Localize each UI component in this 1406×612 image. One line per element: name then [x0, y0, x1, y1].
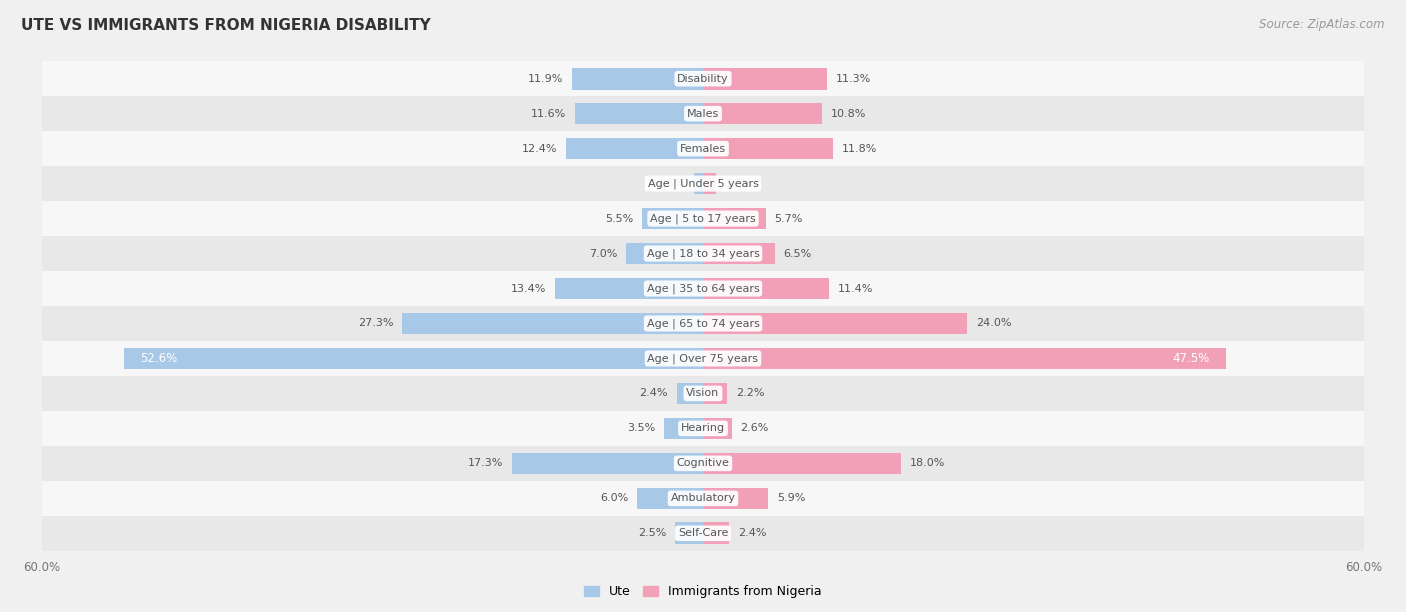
Bar — [42, 306, 1364, 341]
Text: Self-Care: Self-Care — [678, 528, 728, 539]
Text: 10.8%: 10.8% — [831, 109, 866, 119]
Text: 6.0%: 6.0% — [600, 493, 628, 503]
Text: Age | Over 75 years: Age | Over 75 years — [648, 353, 758, 364]
Text: 24.0%: 24.0% — [976, 318, 1012, 329]
Bar — [703, 243, 775, 264]
Text: 52.6%: 52.6% — [141, 352, 177, 365]
Bar — [572, 68, 703, 89]
Text: Age | 18 to 34 years: Age | 18 to 34 years — [647, 248, 759, 259]
Text: Cognitive: Cognitive — [676, 458, 730, 468]
Bar — [676, 382, 703, 405]
Bar — [42, 376, 1364, 411]
Text: 2.2%: 2.2% — [737, 389, 765, 398]
Legend: Ute, Immigrants from Nigeria: Ute, Immigrants from Nigeria — [579, 580, 827, 603]
Bar — [512, 452, 703, 474]
Text: 13.4%: 13.4% — [512, 283, 547, 294]
Bar — [703, 207, 766, 230]
Text: 5.9%: 5.9% — [776, 493, 806, 503]
Bar — [567, 138, 703, 160]
Text: Source: ZipAtlas.com: Source: ZipAtlas.com — [1260, 18, 1385, 31]
Bar — [42, 96, 1364, 131]
Text: 7.0%: 7.0% — [589, 248, 617, 258]
Text: Females: Females — [681, 144, 725, 154]
Bar — [42, 271, 1364, 306]
Bar — [703, 488, 768, 509]
Bar — [703, 348, 1226, 369]
Text: UTE VS IMMIGRANTS FROM NIGERIA DISABILITY: UTE VS IMMIGRANTS FROM NIGERIA DISABILIT… — [21, 18, 430, 34]
Bar — [693, 173, 703, 195]
Text: 0.86%: 0.86% — [650, 179, 685, 188]
Text: 47.5%: 47.5% — [1173, 352, 1209, 365]
Bar — [703, 417, 731, 439]
Bar — [703, 452, 901, 474]
Bar — [703, 523, 730, 544]
Bar — [643, 207, 703, 230]
Text: Age | Under 5 years: Age | Under 5 years — [648, 178, 758, 189]
Bar — [703, 382, 727, 405]
Text: Disability: Disability — [678, 73, 728, 84]
Text: Age | 65 to 74 years: Age | 65 to 74 years — [647, 318, 759, 329]
Text: 11.8%: 11.8% — [842, 144, 877, 154]
Bar — [675, 523, 703, 544]
Text: 27.3%: 27.3% — [359, 318, 394, 329]
Text: 6.5%: 6.5% — [783, 248, 811, 258]
Text: 3.5%: 3.5% — [627, 424, 655, 433]
Text: 2.6%: 2.6% — [741, 424, 769, 433]
Bar — [703, 103, 823, 124]
Bar — [626, 243, 703, 264]
Bar — [42, 166, 1364, 201]
Bar — [42, 446, 1364, 481]
Text: Hearing: Hearing — [681, 424, 725, 433]
Text: 2.4%: 2.4% — [738, 528, 766, 539]
Bar — [42, 341, 1364, 376]
Text: Age | 35 to 64 years: Age | 35 to 64 years — [647, 283, 759, 294]
Bar — [42, 61, 1364, 96]
Bar — [42, 411, 1364, 446]
Text: 5.7%: 5.7% — [775, 214, 803, 223]
Text: Males: Males — [688, 109, 718, 119]
Text: 11.6%: 11.6% — [531, 109, 567, 119]
Bar — [555, 278, 703, 299]
Bar — [575, 103, 703, 124]
Text: 11.3%: 11.3% — [837, 73, 872, 84]
Text: 12.4%: 12.4% — [522, 144, 558, 154]
Bar — [124, 348, 703, 369]
Bar — [42, 516, 1364, 551]
Text: Age | 5 to 17 years: Age | 5 to 17 years — [650, 214, 756, 224]
Bar — [703, 68, 828, 89]
Text: 11.9%: 11.9% — [527, 73, 564, 84]
Bar — [703, 173, 716, 195]
Text: 18.0%: 18.0% — [910, 458, 945, 468]
Text: 1.2%: 1.2% — [725, 179, 754, 188]
Bar — [402, 313, 703, 334]
Text: 2.4%: 2.4% — [640, 389, 668, 398]
Text: 2.5%: 2.5% — [638, 528, 666, 539]
Text: 5.5%: 5.5% — [606, 214, 634, 223]
Text: 11.4%: 11.4% — [838, 283, 873, 294]
Text: 17.3%: 17.3% — [468, 458, 503, 468]
Bar — [703, 138, 832, 160]
Bar — [703, 313, 967, 334]
Bar — [703, 278, 828, 299]
Bar — [637, 488, 703, 509]
Text: Ambulatory: Ambulatory — [671, 493, 735, 503]
Bar — [42, 481, 1364, 516]
Bar — [665, 417, 703, 439]
Bar — [42, 131, 1364, 166]
Bar — [42, 236, 1364, 271]
Bar — [42, 201, 1364, 236]
Text: Vision: Vision — [686, 389, 720, 398]
